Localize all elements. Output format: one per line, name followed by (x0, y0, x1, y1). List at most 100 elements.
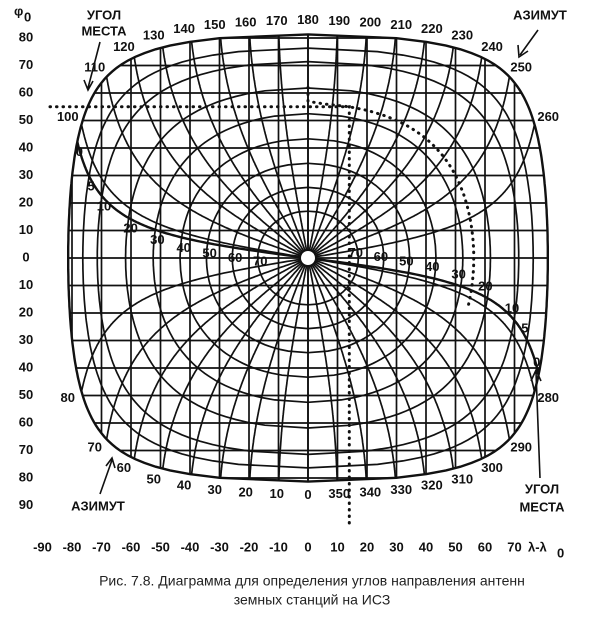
x-tick-label: 60 (478, 539, 492, 554)
azimuth-label: 160 (235, 15, 257, 30)
azimuth-curve (307, 257, 455, 469)
arrow (530, 368, 542, 479)
azimuth-label: 290 (510, 440, 532, 455)
elevation-label: 40 (425, 259, 439, 274)
y-tick-label: 40 (19, 139, 33, 154)
arrow (517, 29, 539, 59)
elevation-label: 0 (76, 144, 83, 159)
arrow (99, 456, 116, 495)
y-tick-label: 70 (19, 57, 33, 72)
azimuth-label: 20 (238, 484, 252, 499)
y-tick-label: 80 (19, 469, 33, 484)
grid (48, 33, 549, 530)
y-tick-label: 60 (19, 84, 33, 99)
caption: земных станций на ИСЗ (234, 592, 391, 608)
example-path (306, 86, 476, 309)
azimuth-label: 350 (328, 486, 350, 501)
azimuth-curve (307, 57, 483, 259)
y-tick-label: 20 (19, 304, 33, 319)
elevation-label: 70 (253, 254, 267, 269)
x-tick-label: 50 (448, 539, 462, 554)
callout: МЕСТА (81, 23, 127, 38)
elevation-label: 60 (228, 250, 242, 265)
azimuth-label: 190 (328, 13, 350, 28)
azimuth-curve (307, 257, 338, 481)
azimuth-curve (190, 257, 309, 475)
guide-line (307, 256, 540, 375)
x-axis-label: λ-λ (528, 539, 548, 554)
elevation-label: 50 (399, 253, 413, 268)
arrow (83, 41, 101, 92)
azimuth-label: 260 (537, 109, 559, 124)
y-axis-label-sub: 0 (24, 9, 31, 24)
azimuth-curve (307, 47, 455, 259)
x-tick-label: 40 (419, 539, 433, 554)
azimuth-label: 30 (208, 482, 222, 497)
azimuth-curve (248, 36, 309, 259)
azimuth-curve (105, 257, 309, 439)
elevation-label: 50 (202, 245, 216, 260)
caption: Рис. 7.8. Диаграмма для определения угло… (99, 573, 525, 589)
azimuth-label: 60 (117, 460, 131, 475)
azimuth-curve (278, 35, 309, 259)
elevation-label: 60 (374, 249, 388, 264)
azimuth-curve (307, 257, 368, 480)
azimuth-label: 150 (204, 17, 226, 32)
azimuth-curve (307, 257, 397, 478)
guide-line (76, 141, 309, 260)
elevation-contour (67, 33, 549, 483)
y-tick-label: 0 (22, 249, 29, 264)
y-axis-label: φ (14, 3, 23, 18)
azimuth-label: 70 (88, 440, 102, 455)
azimuth-label: 120 (113, 39, 135, 54)
x-tick-label: -30 (210, 539, 229, 554)
azimuth-label: 230 (451, 28, 473, 43)
y-tick-label: 10 (19, 277, 33, 292)
y-tick-label: 90 (19, 497, 33, 512)
azimuth-curve (161, 47, 309, 259)
azimuth-label: 80 (61, 390, 75, 405)
y-tick-label: 60 (19, 414, 33, 429)
azimuth-label: 100 (57, 109, 79, 124)
callout: АЗИМУТ (71, 498, 125, 513)
azimuth-curve (307, 77, 511, 259)
x-tick-label: -80 (63, 539, 82, 554)
azimuth-curve (248, 257, 309, 480)
elevation-label: 40 (176, 240, 190, 255)
azimuth-curve (278, 257, 309, 481)
elevation-label: 30 (150, 232, 164, 247)
x-tick-label: 20 (360, 539, 374, 554)
azimuth-label: 130 (143, 28, 165, 43)
azimuth-label: 170 (266, 13, 288, 28)
y-tick-label: 30 (19, 332, 33, 347)
azimuth-label: 300 (481, 460, 503, 475)
azimuth-curve (307, 124, 536, 259)
x-tick-label: 30 (389, 539, 403, 554)
elevation-label: 30 (451, 267, 465, 282)
azimuth-curve (80, 257, 309, 392)
azimuth-curve (307, 41, 426, 259)
elevation-label: 70 (349, 245, 363, 260)
azimuth-label: 320 (421, 478, 443, 493)
azimuth-label: 200 (359, 15, 381, 30)
azimuth-label: 110 (84, 59, 105, 74)
azimuth-curve (80, 124, 309, 259)
elevation-label: 5 (521, 320, 528, 335)
azimuth-label: 250 (510, 59, 532, 74)
y-tick-label: 40 (19, 359, 33, 374)
azimuth-label: 280 (537, 390, 559, 405)
azimuth-label: 210 (390, 17, 412, 32)
x-tick-label: -10 (269, 539, 288, 554)
azimuth-curve (307, 35, 338, 259)
elevation-label: 10 (505, 300, 519, 315)
elevation-label: 20 (478, 278, 492, 293)
azimuth-label: 310 (451, 471, 473, 486)
azimuth-label: 180 (297, 12, 319, 27)
y-tick-label: 30 (19, 167, 33, 182)
elevation-label: 5 (87, 179, 94, 194)
azimuth-label: 220 (421, 21, 443, 36)
callout: УГОЛ (87, 7, 121, 22)
x-tick-label: -50 (151, 539, 170, 554)
azimuth-label: 340 (359, 484, 381, 499)
